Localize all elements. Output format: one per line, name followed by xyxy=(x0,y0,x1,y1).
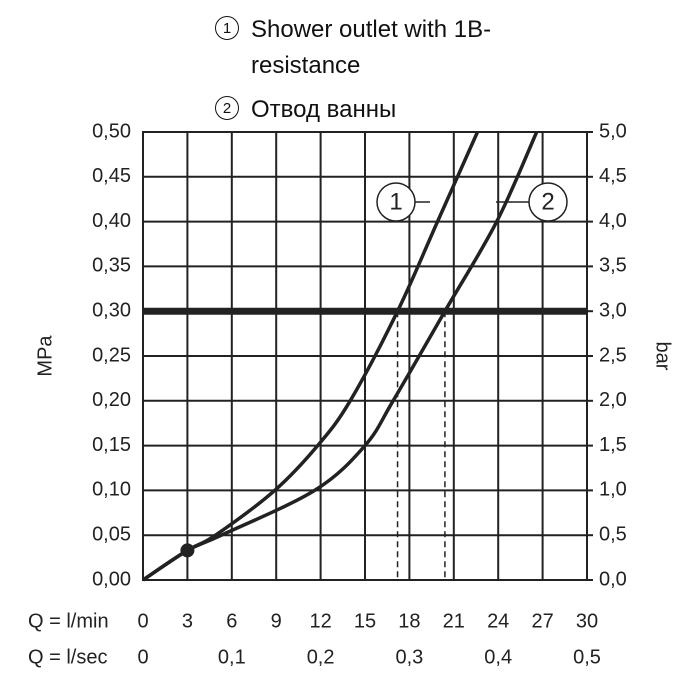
plot-frame xyxy=(142,131,588,581)
legend-entry: 1 Shower outlet with 1B-resistance xyxy=(215,12,551,84)
y-tick-label: 0,45 xyxy=(92,165,131,187)
x2-tick-label: 0,2 xyxy=(307,646,335,668)
series-label-circle xyxy=(376,182,416,222)
legend-label: Shower outlet with 1B-resistance xyxy=(251,16,492,79)
y2-tick-label: 0,0 xyxy=(599,568,627,590)
x-tick-label: 27 xyxy=(531,610,553,632)
x-tick-label: 30 xyxy=(576,610,598,632)
x-tick-label: 15 xyxy=(354,610,376,632)
y2-tick-label: 1,5 xyxy=(599,434,627,456)
y-tick-label: 0,20 xyxy=(92,389,131,411)
y-tick-label: 0,10 xyxy=(92,479,131,501)
y2-tick-label: 1,0 xyxy=(599,479,627,501)
x2-axis-label: Q = l/sec xyxy=(28,646,107,668)
series-label-circle xyxy=(528,182,568,222)
x2-tick-label: 0,3 xyxy=(395,646,423,668)
legend-label: Отвод ванны xyxy=(251,96,397,123)
x-tick-label: 24 xyxy=(487,610,509,632)
y2-tick-label: 4,0 xyxy=(599,210,627,232)
y-tick-label: 0,05 xyxy=(92,523,131,545)
y-tick-label: 0,30 xyxy=(92,299,131,321)
y-axis-label: MPa xyxy=(34,335,56,377)
legend-symbol: 2 xyxy=(215,96,239,120)
y-tick-label: 0,35 xyxy=(92,255,131,277)
y-tick-label: 0,00 xyxy=(92,568,131,590)
y2-tick-label: 3,0 xyxy=(599,299,627,321)
y2-tick-label: 0,5 xyxy=(599,523,627,545)
series-label: 1 xyxy=(389,188,402,215)
y2-tick-label: 5,0 xyxy=(599,120,627,142)
x-tick-label: 9 xyxy=(271,610,282,632)
x2-tick-label: 0,1 xyxy=(218,646,246,668)
y-tick-label: 0,40 xyxy=(92,210,131,232)
y-tick-label: 0,25 xyxy=(92,344,131,366)
x2-tick-label: 0,4 xyxy=(484,646,512,668)
x-tick-label: 21 xyxy=(443,610,465,632)
x-tick-label: 6 xyxy=(226,610,237,632)
y-tick-label: 0,50 xyxy=(92,120,131,142)
y2-tick-label: 2,0 xyxy=(599,389,627,411)
legend-entry: 2 Отвод ванны xyxy=(215,92,551,128)
x2-tick-label: 0,5 xyxy=(573,646,601,668)
series-label: 2 xyxy=(541,188,554,215)
x2-tick-label: 0 xyxy=(137,646,148,668)
y2-axis-label: bar xyxy=(652,342,674,371)
x-tick-label: 0 xyxy=(137,610,148,632)
x-axis-label: Q = l/min xyxy=(28,610,109,632)
marker xyxy=(180,543,195,558)
x-tick-label: 12 xyxy=(309,610,331,632)
line-series xyxy=(142,131,539,582)
y2-tick-label: 3,5 xyxy=(599,255,627,277)
y-tick-label: 0,15 xyxy=(92,434,131,456)
x-tick-label: 18 xyxy=(398,610,420,632)
legend-symbol: 1 xyxy=(215,16,239,40)
x-tick-label: 3 xyxy=(182,610,193,632)
y2-tick-label: 4,5 xyxy=(599,165,627,187)
y2-tick-label: 2,5 xyxy=(599,344,627,366)
